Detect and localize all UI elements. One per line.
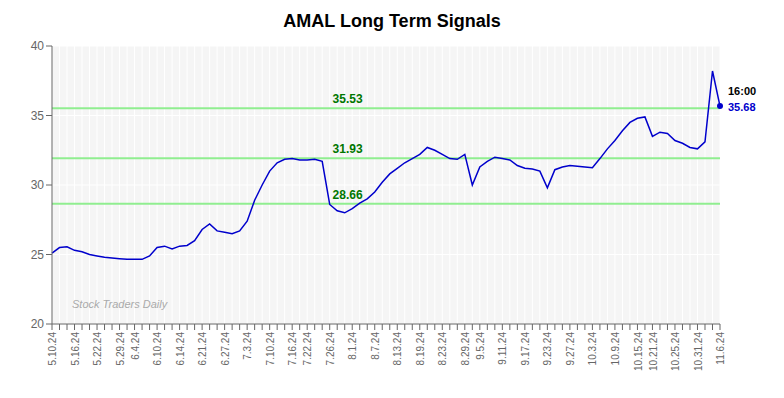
svg-text:9.23.24: 9.23.24 xyxy=(542,332,553,366)
svg-text:8.19.24: 8.19.24 xyxy=(415,332,426,366)
svg-text:8.13.24: 8.13.24 xyxy=(392,332,403,366)
svg-text:6.14.24: 6.14.24 xyxy=(175,332,186,366)
svg-text:31.93: 31.93 xyxy=(333,142,363,156)
svg-text:5.22.24: 5.22.24 xyxy=(92,332,103,366)
svg-text:5.29.24: 5.29.24 xyxy=(115,332,126,366)
svg-text:10.21.24: 10.21.24 xyxy=(648,332,659,371)
svg-text:10.9.24: 10.9.24 xyxy=(610,332,621,366)
svg-text:6.10.24: 6.10.24 xyxy=(152,332,163,366)
svg-text:30: 30 xyxy=(31,178,45,192)
svg-text:9.27.24: 9.27.24 xyxy=(565,332,576,366)
svg-text:8.23.24: 8.23.24 xyxy=(437,332,448,366)
svg-text:25: 25 xyxy=(31,248,45,262)
svg-text:9.17.24: 9.17.24 xyxy=(520,332,531,366)
svg-text:9.11.24: 9.11.24 xyxy=(497,332,508,365)
svg-text:10.3.24: 10.3.24 xyxy=(588,332,599,366)
svg-text:16:00: 16:00 xyxy=(728,85,756,97)
svg-text:40: 40 xyxy=(31,39,45,53)
html-text:AMAL Long Term Signals: AMAL Long Term Signals xyxy=(283,11,501,31)
svg-text:35.68: 35.68 xyxy=(728,101,756,113)
svg-text:7.3.24: 7.3.24 xyxy=(242,332,253,360)
svg-text:35: 35 xyxy=(31,109,45,123)
svg-text:7.26.24: 7.26.24 xyxy=(325,332,336,366)
html-text:Stock Traders Daily: Stock Traders Daily xyxy=(72,298,168,310)
svg-text:7.16.24: 7.16.24 xyxy=(287,332,298,366)
svg-text:7.10.24: 7.10.24 xyxy=(265,332,276,366)
svg-text:10.31.24: 10.31.24 xyxy=(693,332,704,371)
svg-text:5.16.24: 5.16.24 xyxy=(70,332,81,366)
svg-text:35.53: 35.53 xyxy=(333,92,363,106)
svg-text:7.22.24: 7.22.24 xyxy=(302,332,313,366)
svg-text:20: 20 xyxy=(31,317,45,331)
svg-text:9.5.24: 9.5.24 xyxy=(475,332,486,360)
svg-text:8.7.24: 8.7.24 xyxy=(370,332,381,360)
svg-text:11.6.24: 11.6.24 xyxy=(715,332,726,365)
svg-text:8.1.24: 8.1.24 xyxy=(347,332,358,360)
svg-text:6.27.24: 6.27.24 xyxy=(220,332,231,366)
svg-text:8.29.24: 8.29.24 xyxy=(460,332,471,366)
svg-text:28.66: 28.66 xyxy=(333,188,363,202)
svg-text:6.4.24: 6.4.24 xyxy=(130,332,141,360)
svg-text:5.10.24: 5.10.24 xyxy=(47,332,58,366)
svg-text:6.21.24: 6.21.24 xyxy=(197,332,208,366)
svg-text:10.25.24: 10.25.24 xyxy=(670,332,681,371)
svg-text:10.15.24: 10.15.24 xyxy=(633,332,644,371)
